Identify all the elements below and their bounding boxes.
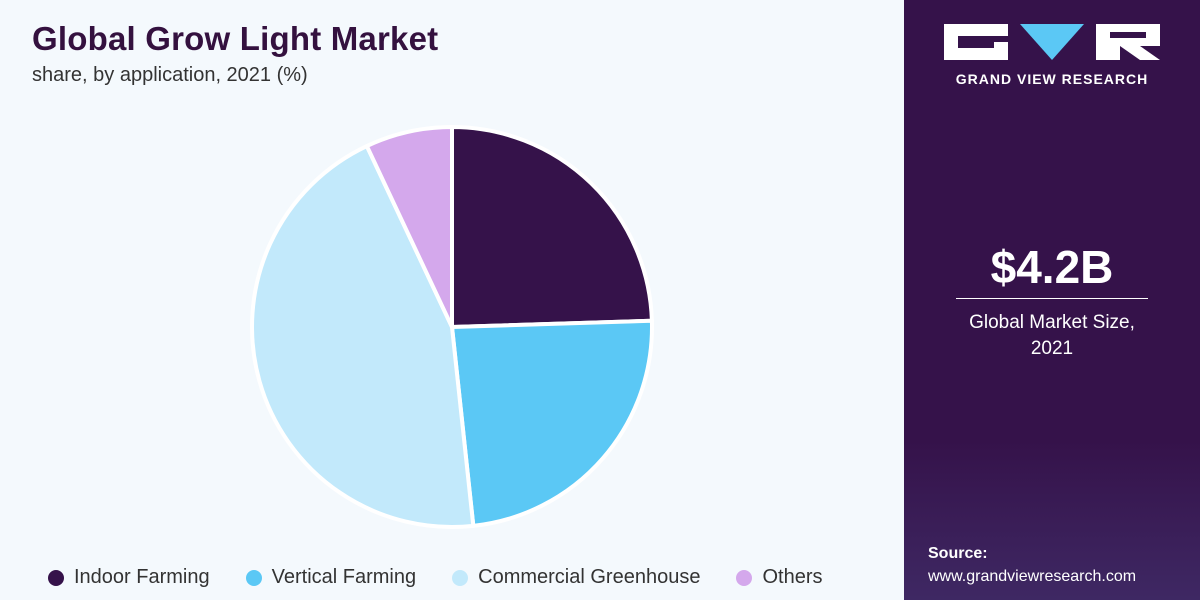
market-size-value: $4.2B: [990, 241, 1114, 293]
source-label: Source:: [928, 545, 988, 562]
legend-swatch: [736, 569, 753, 586]
legend-item-commercial-greenhouse: Commercial Greenhouse: [452, 566, 700, 589]
brand-name: GRAND VIEW RESEARCH: [955, 71, 1149, 87]
legend-item-others: Others: [736, 566, 822, 589]
market-size-label-line2: 2021: [1030, 338, 1074, 359]
chart-subtitle: share, by application, 2021 (%): [32, 64, 308, 86]
info-sidebar: GRAND VIEW RESEARCH $4.2B Global Market …: [904, 0, 1200, 600]
pie-slice-commercial-greenhouse: [250, 144, 476, 529]
sidebar-gradient: [904, 440, 1200, 600]
pie-slice-others: [364, 125, 454, 329]
legend: Indoor Farming Vertical Farming Commerci…: [48, 566, 858, 589]
legend-swatch: [245, 569, 262, 586]
chart-title: Global Grow Light Market: [32, 20, 439, 57]
pie-slice-indoor-farming: [450, 125, 654, 329]
legend-item-vertical-farming: Vertical Farming: [245, 566, 417, 589]
pie-chart: [250, 125, 654, 529]
legend-label: Commercial Greenhouse: [478, 566, 701, 588]
pie-slice-vertical-farming: [450, 318, 654, 528]
source-link[interactable]: www.grandviewresearch.com: [928, 568, 1137, 585]
legend-item-indoor-farming: Indoor Farming: [48, 566, 210, 589]
market-size-label: Global Market Size, 2021: [904, 310, 1200, 362]
legend-label: Indoor Farming: [74, 566, 210, 588]
divider: [956, 298, 1148, 299]
gvr-logo-icon: [944, 24, 1160, 60]
legend-label: Others: [762, 566, 823, 588]
legend-label: Vertical Farming: [271, 566, 417, 588]
legend-swatch: [452, 569, 469, 586]
chart-panel: Global Grow Light Market share, by appli…: [32, 20, 858, 589]
legend-swatch: [48, 569, 64, 586]
market-size-label-line1: Global Market Size,: [969, 312, 1135, 333]
